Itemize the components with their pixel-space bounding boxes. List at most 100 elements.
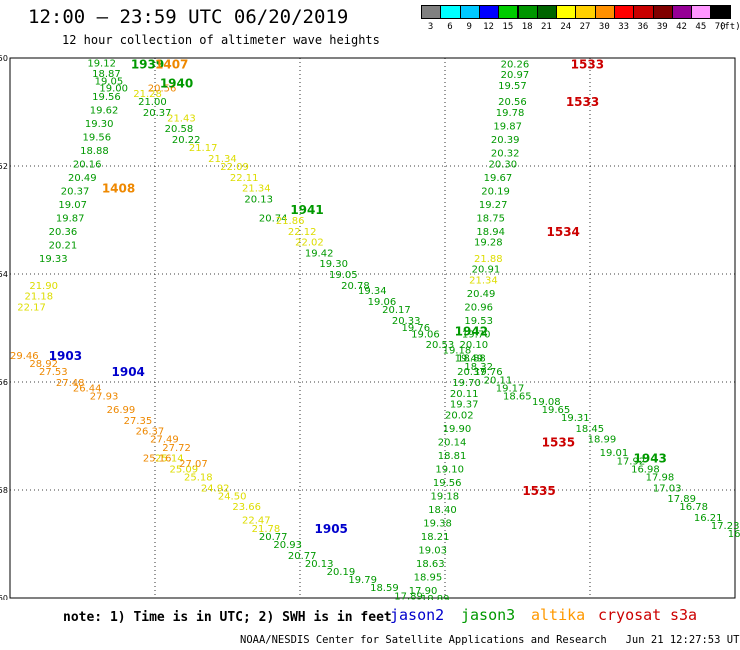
wave-height-label: 20.19 bbox=[327, 567, 356, 578]
wave-height-label: 18.88 bbox=[80, 146, 109, 157]
colorbar-label-27: 27 bbox=[579, 22, 591, 32]
wave-height-label: 18.75 bbox=[476, 213, 505, 224]
wave-height-label: 19.00 bbox=[99, 84, 128, 95]
wave-height-label: 20.37 bbox=[457, 367, 486, 378]
wave-height-label: 20.93 bbox=[273, 540, 302, 551]
page-title: 12:00 – 23:59 UTC 06/20/2019 bbox=[28, 6, 349, 28]
wave-height-label: 19.27 bbox=[479, 200, 508, 211]
wave-height-label: 16.78 bbox=[679, 502, 708, 513]
wave-height-label: 18.21 bbox=[421, 532, 450, 543]
wave-height-label: 27.49 bbox=[150, 435, 179, 446]
wave-height-label: 22.47 bbox=[242, 516, 271, 527]
wave-height-label: 20.74 bbox=[259, 213, 288, 224]
wave-height-label: 20.33 bbox=[392, 316, 421, 327]
wave-height-label: 21.34 bbox=[242, 184, 271, 195]
wave-height-label: 19.65 bbox=[542, 405, 571, 416]
colorbar-label-15: 15 bbox=[502, 22, 514, 32]
wave-height-label: 27.53 bbox=[39, 367, 68, 378]
wave-height-label: 20.49 bbox=[68, 173, 97, 184]
wave-height-label: 19.03 bbox=[418, 545, 447, 556]
wave-height-label: 19.05 bbox=[95, 77, 124, 88]
wave-height-label: 19.06 bbox=[411, 329, 440, 340]
wave-height-label: 20.30 bbox=[489, 159, 518, 170]
wave-height-label: 18.88 bbox=[457, 354, 486, 365]
wave-height-label: 18.63 bbox=[416, 559, 445, 570]
wave-height-label: 19.76 bbox=[474, 367, 503, 378]
pass-time-label: 1533 bbox=[571, 57, 604, 71]
wave-height-label: 19.30 bbox=[319, 259, 348, 270]
wave-height-label: 27.93 bbox=[90, 392, 119, 403]
wave-height-label: 17.90 bbox=[409, 586, 438, 597]
wave-height-label: 19.90 bbox=[443, 424, 472, 435]
pass-time-label: 1903 bbox=[49, 349, 82, 363]
colorbar-label-45: 45 bbox=[695, 22, 707, 32]
wave-height-label: 19.87 bbox=[56, 213, 85, 224]
pass-time-label: 1939 bbox=[131, 57, 164, 71]
wave-height-label: 19.12 bbox=[87, 58, 116, 69]
wave-height-label: 19.34 bbox=[358, 286, 387, 297]
colorbar-label-33: 33 bbox=[618, 22, 630, 32]
wave-height-label: 17.89 bbox=[667, 494, 696, 505]
wave-height-label: 19.67 bbox=[484, 173, 513, 184]
wave-height-label: 18.89 bbox=[421, 594, 450, 600]
wave-height-label: 19.70 bbox=[462, 329, 491, 340]
wave-height-label: 20.56 bbox=[148, 84, 177, 95]
wave-height-label: 19.42 bbox=[305, 248, 334, 259]
wave-height-label: 20.32 bbox=[491, 149, 520, 160]
colorbar-label-6: 6 bbox=[447, 22, 453, 32]
pass-time-label: 1535 bbox=[522, 484, 555, 498]
wave-height-label: 20.13 bbox=[244, 194, 273, 205]
wave-height-label: 18.65 bbox=[503, 392, 532, 403]
colorbar-swatch-70 bbox=[710, 5, 731, 19]
wave-height-label: 20.11 bbox=[450, 389, 479, 400]
y-tick-label: -52 bbox=[0, 162, 8, 171]
wave-height-label: 20.77 bbox=[259, 532, 288, 543]
wave-height-label: 19.30 bbox=[85, 119, 114, 130]
wave-height-label: 19.18 bbox=[443, 346, 472, 357]
wave-height-label: 25.09 bbox=[170, 464, 199, 475]
y-tick-label: -60 bbox=[0, 594, 8, 600]
wave-height-label: 16.98 bbox=[631, 464, 660, 475]
wave-height-label: 27.72 bbox=[162, 443, 191, 454]
note-text: note: 1) Time is in UTC; 2) SWH is in fe… bbox=[63, 610, 392, 625]
wave-height-label: 26.99 bbox=[107, 405, 136, 416]
wave-height-label: 20.11 bbox=[484, 375, 513, 386]
wave-height-label: 21.78 bbox=[252, 524, 281, 535]
wave-height-label: 17.15 bbox=[406, 599, 435, 600]
wave-height-label: 17.23 bbox=[711, 521, 740, 532]
wave-height-label: 18.45 bbox=[576, 424, 605, 435]
wave-height-label: 27.07 bbox=[179, 459, 208, 470]
wave-height-label: 21.18 bbox=[25, 292, 54, 303]
wave-height-label: 21.34 bbox=[208, 154, 237, 165]
wave-height-label: 19.56 bbox=[83, 132, 112, 143]
wave-height-label: 27.48 bbox=[56, 378, 85, 389]
wave-height-label: 20.58 bbox=[165, 124, 194, 135]
colorbar-label-18: 18 bbox=[521, 22, 533, 32]
credit-line: NOAA/NESDIS Center for Satellite Applica… bbox=[240, 634, 740, 646]
wave-height-label: 23.66 bbox=[232, 502, 261, 513]
wave-height-label: 21.00 bbox=[138, 97, 167, 108]
wave-height-label: 20.49 bbox=[467, 289, 496, 300]
wave-height-label: 21.34 bbox=[469, 275, 498, 286]
wave-height-label: 19.76 bbox=[402, 323, 431, 334]
wave-height-label: 18.32 bbox=[464, 362, 493, 373]
wave-height-label: 20.53 bbox=[426, 340, 455, 351]
wave-height-label: 19.56 bbox=[92, 92, 121, 103]
wave-height-label: 19.78 bbox=[496, 108, 525, 119]
wave-height-label: 19.10 bbox=[435, 464, 464, 475]
wave-height-label: 20.26 bbox=[501, 59, 530, 70]
legend-altika: altika bbox=[531, 606, 586, 624]
y-tick-label: -58 bbox=[0, 486, 8, 495]
wave-height-label: 19.57 bbox=[498, 81, 527, 92]
wave-height-label: 21.28 bbox=[133, 89, 162, 100]
colorbar-label-70: 70 bbox=[714, 22, 726, 32]
wave-height-label: 18.59 bbox=[370, 583, 399, 594]
y-tick-label: -56 bbox=[0, 378, 8, 387]
colorbar-label-24: 24 bbox=[560, 22, 572, 32]
wave-height-label: 18.40 bbox=[428, 505, 457, 516]
wave-height-label: 21.90 bbox=[29, 281, 58, 292]
legend-cryosat: cryosat bbox=[598, 606, 662, 624]
pass-time-label: 1407 bbox=[155, 57, 188, 71]
pass-time-label: 1408 bbox=[102, 182, 135, 196]
pass-time-label: 1534 bbox=[547, 225, 580, 239]
